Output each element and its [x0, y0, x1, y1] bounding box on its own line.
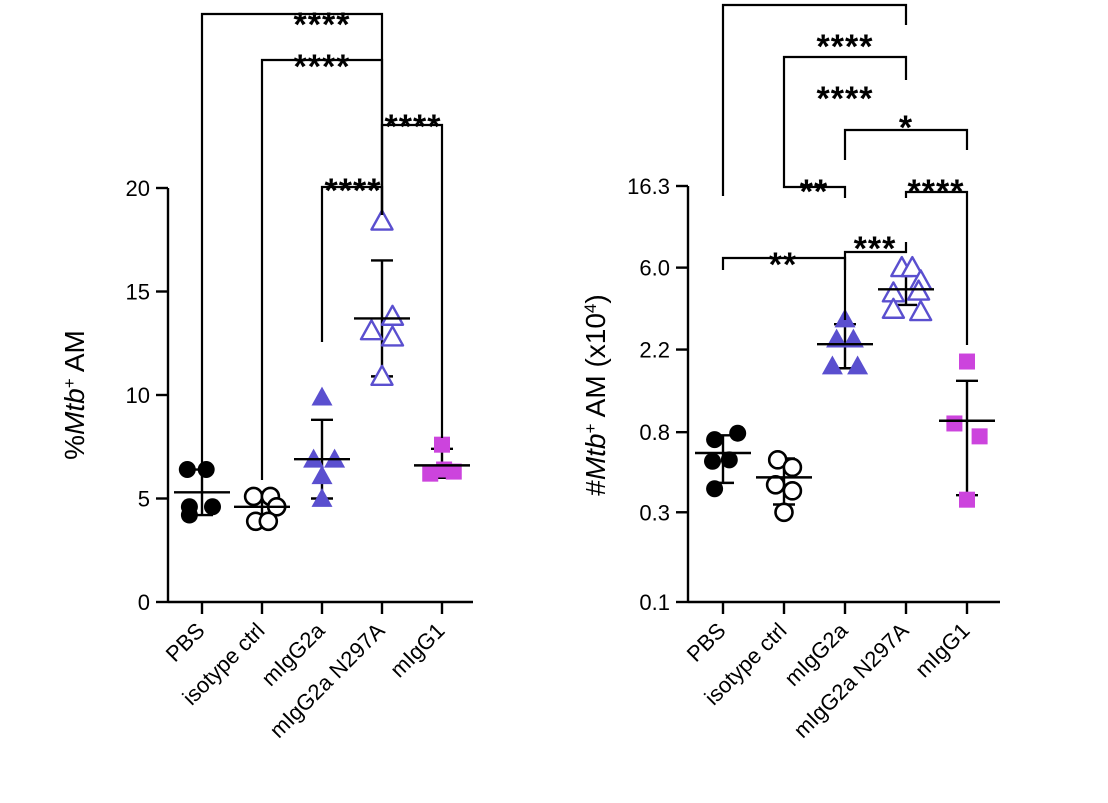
data-point-isotype-ctrl: [765, 474, 786, 495]
x-tick-label-migg1: mIgG1: [385, 618, 449, 682]
data-point-isotype-ctrl: [258, 511, 279, 532]
data-point-migg1: [946, 415, 963, 432]
y-tick-label: 16.3: [627, 174, 670, 199]
y-tick-label: 0.3: [639, 500, 670, 525]
data-point-migg2a-n297a: [359, 319, 384, 341]
data-point-pbs: [180, 506, 198, 524]
y-axis-title-part: %: [59, 435, 90, 460]
group-migg2a: [294, 386, 350, 507]
data-point-migg1: [959, 491, 975, 508]
significance-label: **: [800, 173, 828, 211]
significance-label: ***: [854, 230, 897, 268]
significance-label: *: [899, 109, 913, 147]
group-migg2a-n297a: [354, 209, 410, 386]
y-tick-label: 0.8: [639, 420, 670, 445]
y-tick-label: 2.2: [639, 338, 670, 363]
y-tick-label: 5: [138, 487, 150, 512]
significance-label: ****: [908, 173, 965, 211]
data-point-migg1: [971, 428, 988, 445]
y-tick-label: 0.1: [639, 590, 670, 615]
significance-bracket: [721, 3, 908, 196]
data-point-migg2a: [847, 355, 869, 375]
y-axis-title-part: #: [580, 480, 611, 496]
y-axis-title-part: Mtb: [580, 433, 611, 480]
data-point-isotype-ctrl: [782, 481, 803, 501]
group-migg2a-n297a: [878, 255, 934, 322]
y-axis-title-part: 4: [581, 304, 600, 313]
significance-bracket: [320, 185, 384, 342]
data-point-pbs: [178, 461, 196, 479]
data-point-migg2a: [311, 488, 333, 507]
significance-bracket: [782, 55, 908, 160]
significance-bracket: [782, 160, 847, 198]
significance-label: ****: [385, 108, 442, 146]
data-point-migg1: [959, 353, 975, 370]
y-tick-label: 0: [138, 590, 150, 615]
data-point-isotype-ctrl: [782, 457, 803, 478]
significance-label: **: [769, 246, 797, 284]
y-tick-label: 6.0: [639, 256, 670, 281]
significance-bracket: [721, 256, 847, 320]
data-point-migg2a-n297a: [380, 304, 405, 326]
significance-bracket: [200, 12, 384, 468]
x-tick-label-pbs: PBS: [161, 618, 210, 667]
y-tick-label: 10: [126, 383, 150, 408]
y-axis-title-part: Mtb: [59, 388, 90, 435]
group-migg1: [939, 353, 995, 508]
data-point-migg2a-n297a: [909, 299, 933, 322]
significance-label: ****: [817, 28, 874, 66]
significance-bracket: [380, 123, 444, 438]
significance-label: ****: [294, 6, 351, 44]
data-point-migg2a: [311, 386, 333, 406]
x-tick-label-pbs: PBS: [682, 618, 731, 667]
data-point-migg2a-n297a: [380, 325, 405, 347]
y-axis-title-part: +: [581, 423, 600, 433]
data-point-migg1: [436, 461, 453, 478]
data-point-migg2a: [821, 355, 843, 375]
y-tick-label: 20: [126, 176, 150, 201]
data-point-pbs: [706, 431, 724, 449]
data-point-migg1: [422, 465, 439, 482]
group-isotype-ctrl: [756, 450, 812, 523]
data-point-pbs: [720, 451, 738, 469]
y-axis-title-part: AM (x10: [580, 313, 611, 423]
data-point-pbs: [197, 461, 215, 479]
data-point-migg2a-n297a: [900, 255, 924, 278]
y-axis-title-part: +: [60, 378, 79, 388]
significance-label: ****: [294, 48, 351, 86]
data-point-isotype-ctrl: [774, 502, 794, 523]
data-point-migg2a-n297a: [370, 364, 394, 386]
y-tick-label: 15: [126, 280, 150, 305]
y-axis-title: %Mtb+ AM: [59, 330, 90, 460]
data-point-pbs: [706, 480, 724, 498]
significance-bracket: [843, 128, 969, 160]
data-point-pbs: [729, 424, 747, 442]
data-point-pbs: [704, 452, 721, 470]
data-point-migg2a-n297a: [881, 297, 906, 319]
data-point-pbs: [204, 498, 221, 516]
data-point-isotype-ctrl: [243, 486, 264, 507]
y-axis-title-part: AM: [59, 330, 90, 378]
data-point-migg2a-n297a: [370, 209, 394, 231]
group-pbs: [695, 424, 751, 498]
data-point-migg1: [434, 436, 450, 453]
data-point-migg2a: [826, 328, 848, 348]
data-point-migg2a: [842, 328, 864, 348]
group-migg1: [414, 436, 470, 482]
data-point-migg2a: [311, 465, 333, 485]
group-isotype-ctrl: [234, 486, 290, 532]
significance-bracket: [904, 190, 969, 345]
significance-label: ****: [325, 172, 382, 210]
significance-label: ****: [817, 80, 874, 118]
y-axis-title-part: ): [580, 294, 611, 303]
group-pbs: [174, 461, 230, 524]
y-axis-title: #Mtb+ AM (x104): [580, 294, 611, 495]
x-tick-label-migg1: mIgG1: [910, 618, 974, 682]
